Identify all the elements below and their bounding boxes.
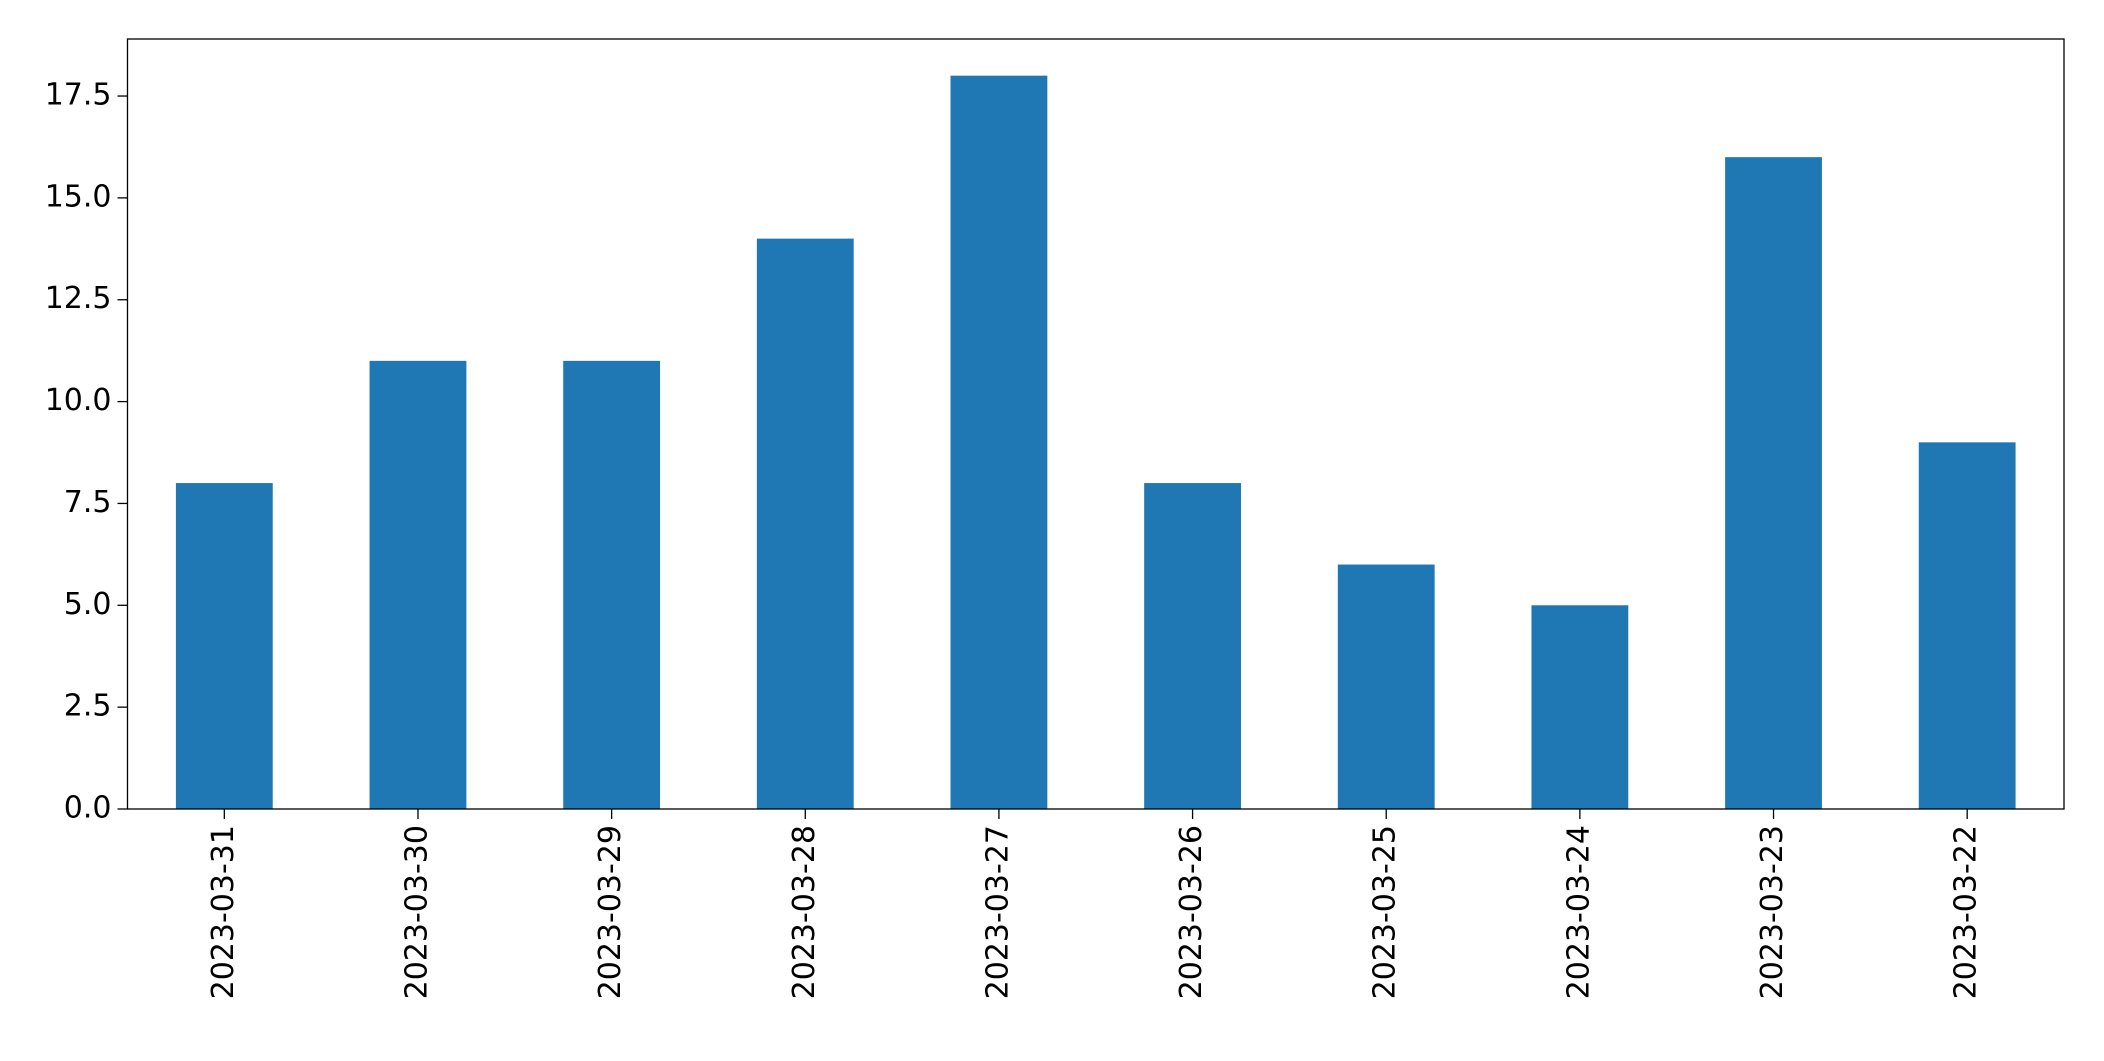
y-tick-label: 5.0 <box>64 587 112 622</box>
x-tick-label: 2023-03-28 <box>787 825 822 999</box>
bar <box>950 75 1048 809</box>
plot-frame <box>126 38 2065 810</box>
bar <box>1531 605 1629 809</box>
bar <box>369 360 467 809</box>
y-tick-label: 12.5 <box>45 281 112 316</box>
bar <box>756 238 854 809</box>
bar <box>1725 157 1822 810</box>
bar <box>563 360 661 809</box>
y-tick-label: 17.5 <box>45 78 112 113</box>
y-tick-label: 15.0 <box>45 179 112 214</box>
bar <box>1337 564 1435 809</box>
x-tick-label: 2023-03-23 <box>1755 825 1790 999</box>
x-tick-label: 2023-03-26 <box>1174 825 1209 999</box>
bar <box>175 483 273 809</box>
x-tick-label: 2023-03-29 <box>593 825 628 999</box>
x-tick-label: 2023-03-31 <box>206 825 241 999</box>
x-tick-label: 2023-03-22 <box>1949 825 1984 999</box>
y-tick-label: 7.5 <box>64 485 112 520</box>
bar <box>1918 442 2016 809</box>
x-tick-label: 2023-03-30 <box>399 825 434 999</box>
bar <box>1144 483 1241 809</box>
y-tick-label: 2.5 <box>64 689 112 724</box>
x-tick-label: 2023-03-27 <box>980 825 1015 999</box>
x-tick-label: 2023-03-24 <box>1561 825 1596 999</box>
y-tick-label: 0.0 <box>64 791 112 826</box>
y-tick-label: 10.0 <box>45 383 112 418</box>
x-tick-label: 2023-03-25 <box>1368 825 1403 999</box>
